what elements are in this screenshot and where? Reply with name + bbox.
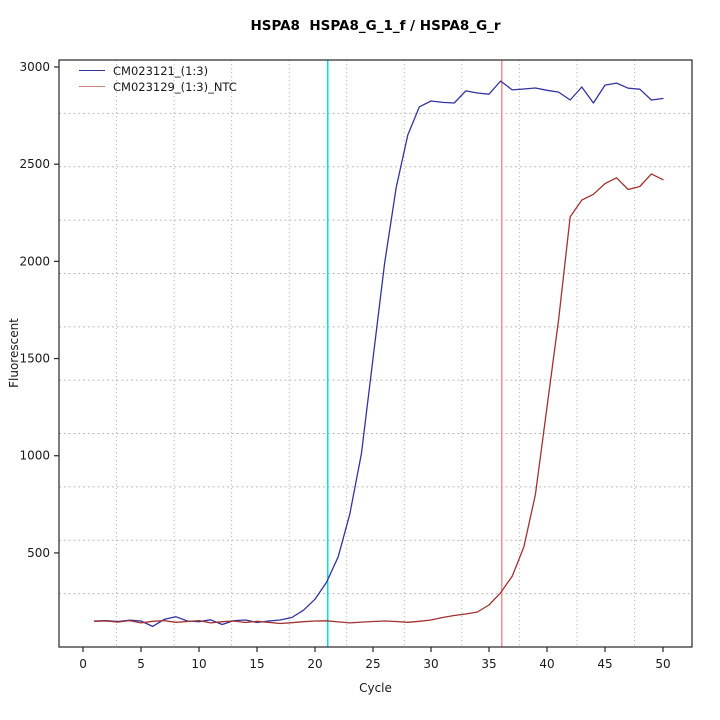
- x-tick-label: 35: [481, 657, 496, 671]
- chart-title: HSPA8 HSPA8_G_1_f / HSPA8_G_r: [250, 18, 501, 34]
- y-tick-label: 1500: [19, 352, 50, 366]
- x-tick-label: 10: [191, 657, 206, 671]
- amplification-curve-sample: [93, 80, 664, 628]
- legend-label-ntc: CM023129_(1:3)_NTC: [113, 79, 237, 94]
- x-tick-label: 30: [423, 657, 438, 671]
- y-tick-label: 1000: [19, 449, 50, 463]
- x-tick-label: 45: [597, 657, 612, 671]
- x-tick-label: 40: [539, 657, 554, 671]
- x-tick-label: 15: [249, 657, 264, 671]
- y-axis-label: Fluorescent: [7, 318, 21, 388]
- y-tick-label: 500: [27, 546, 50, 560]
- legend-item-sample: CM023121_(1:3): [79, 63, 237, 78]
- legend-label-sample: CM023121_(1:3): [113, 63, 209, 78]
- x-tick-label: 0: [79, 657, 87, 671]
- legend: CM023121_(1:3) CM023129_(1:3)_NTC: [79, 63, 237, 94]
- x-tick-label: 20: [307, 657, 322, 671]
- y-tick-label: 3000: [19, 60, 50, 74]
- x-tick-label: 25: [365, 657, 380, 671]
- y-tick-label: 2500: [19, 157, 50, 171]
- y-tick-label: 2000: [19, 254, 50, 268]
- x-axis-label: Cycle: [359, 681, 392, 695]
- plot-border: [58, 59, 693, 648]
- amplification-curve-ntc: [93, 173, 664, 625]
- x-tick-label: 5: [137, 657, 145, 671]
- legend-line-sample: [79, 70, 105, 71]
- legend-line-ntc: [79, 86, 105, 87]
- x-tick-label: 50: [655, 657, 670, 671]
- legend-item-ntc: CM023129_(1:3)_NTC: [79, 79, 237, 94]
